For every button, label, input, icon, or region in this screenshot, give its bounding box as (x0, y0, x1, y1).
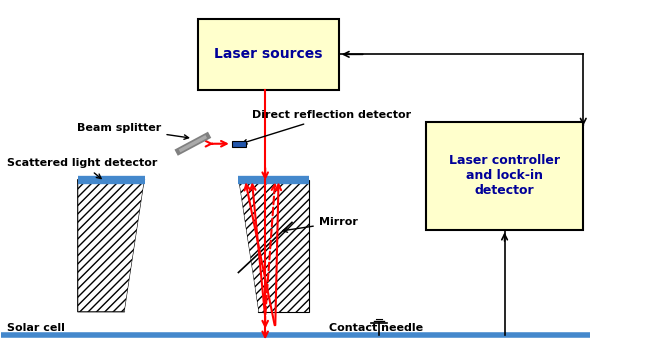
FancyBboxPatch shape (198, 19, 339, 90)
Polygon shape (78, 180, 145, 312)
Text: Beam splitter: Beam splitter (77, 123, 189, 139)
Polygon shape (238, 180, 309, 312)
Text: Laser sources: Laser sources (214, 47, 323, 61)
Polygon shape (125, 180, 258, 312)
Text: Laser controller
and lock-in
detector: Laser controller and lock-in detector (449, 154, 560, 197)
FancyBboxPatch shape (426, 122, 583, 229)
Text: Direct reflection detector: Direct reflection detector (242, 111, 411, 144)
Text: Scattered light detector: Scattered light detector (7, 158, 158, 178)
Text: Mirror: Mirror (283, 218, 358, 232)
Text: Solar cell: Solar cell (7, 323, 65, 333)
FancyBboxPatch shape (231, 140, 246, 147)
Text: Contact needle: Contact needle (329, 323, 423, 333)
